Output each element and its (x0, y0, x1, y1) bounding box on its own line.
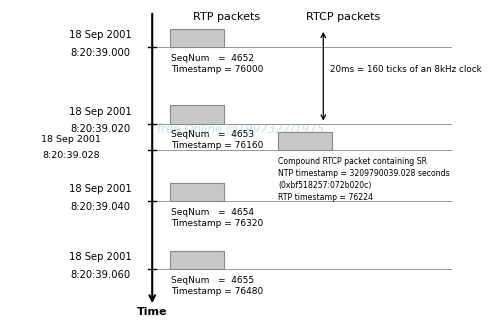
Text: 18 Sep 2001: 18 Sep 2001 (69, 30, 132, 40)
Text: RTCP packets: RTCP packets (306, 12, 380, 22)
Text: 18 Sep 2001: 18 Sep 2001 (41, 134, 101, 143)
Text: 18 Sep 2001: 18 Sep 2001 (69, 107, 132, 116)
Text: Time: Time (137, 307, 168, 317)
Bar (170, 251, 224, 269)
Text: 8:20:39.060: 8:20:39.060 (70, 270, 130, 280)
Text: SeqNum   =  4653: SeqNum = 4653 (171, 131, 254, 140)
Bar (170, 105, 224, 124)
Bar (278, 132, 332, 150)
Text: Timestamp = 76160: Timestamp = 76160 (171, 141, 264, 150)
Bar (170, 29, 224, 47)
Text: 20ms = 160 ticks of an 8kHz clock: 20ms = 160 ticks of an 8kHz clock (330, 65, 482, 75)
Text: 8:20:39.020: 8:20:39.020 (70, 124, 130, 134)
Text: Timestamp = 76480: Timestamp = 76480 (171, 287, 264, 296)
Text: NTP timestamp = 3209790039.028 seconds: NTP timestamp = 3209790039.028 seconds (278, 169, 450, 178)
Text: RTP packets: RTP packets (193, 12, 260, 22)
Text: 8:20:39.040: 8:20:39.040 (70, 202, 130, 212)
Text: RTP timestamp = 76224: RTP timestamp = 76224 (278, 193, 374, 202)
Text: 18 Sep 2001: 18 Sep 2001 (69, 184, 132, 194)
Text: 8:20:39.000: 8:20:39.000 (70, 48, 130, 58)
Text: (0xbf518257:072b020c): (0xbf518257:072b020c) (278, 181, 372, 190)
Text: Timestamp = 76000: Timestamp = 76000 (171, 65, 264, 74)
Text: SeqNum   =  4655: SeqNum = 4655 (171, 276, 254, 285)
Bar (170, 183, 224, 201)
Text: Compound RTCP packet containing SR: Compound RTCP packet containing SR (278, 157, 428, 166)
Text: Timestamp = 76320: Timestamp = 76320 (171, 219, 264, 228)
Text: SeqNum   =  4652: SeqNum = 4652 (171, 54, 254, 63)
Text: free Online @1997327/1975: free Online @1997327/1975 (157, 122, 324, 135)
Text: 18 Sep 2001: 18 Sep 2001 (69, 252, 132, 262)
Text: 8:20:39.028: 8:20:39.028 (42, 151, 100, 160)
Text: SeqNum   =  4654: SeqNum = 4654 (171, 208, 254, 217)
